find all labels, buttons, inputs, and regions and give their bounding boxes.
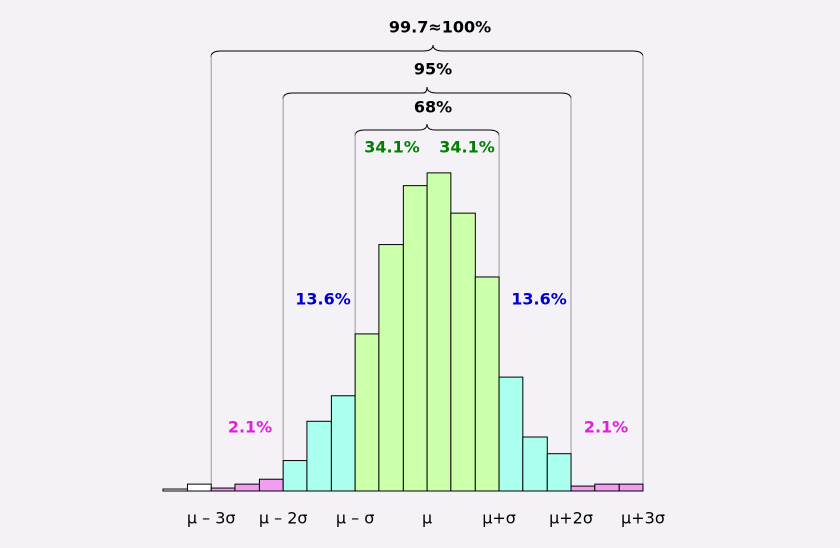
bar: [330, 395, 356, 492]
bar: [234, 483, 260, 492]
annotation: 2.1%: [228, 418, 272, 437]
x-tick-label: μ – σ: [336, 509, 375, 528]
bar: [522, 436, 548, 492]
bar: [402, 185, 428, 492]
bar: [378, 244, 404, 492]
bar: [282, 460, 308, 492]
x-tick-label: μ – 2σ: [259, 509, 308, 528]
annotation: 2.1%: [584, 418, 628, 437]
annotation: 34.1%: [439, 138, 495, 157]
bar: [546, 453, 572, 492]
annotation: 13.6%: [295, 290, 351, 309]
bar: [450, 212, 476, 492]
bar: [498, 376, 524, 492]
bar: [306, 420, 332, 492]
bar: [474, 276, 500, 492]
bar: [594, 483, 620, 492]
bar: [426, 172, 452, 492]
x-tick-label: μ+σ: [482, 509, 516, 528]
x-tick-label: μ+3σ: [621, 509, 665, 528]
bar: [162, 488, 188, 492]
x-tick-label: μ: [422, 509, 432, 528]
brace: [354, 123, 500, 137]
x-tick-label: μ – 3σ: [187, 509, 236, 528]
bar: [354, 333, 380, 492]
bar: [258, 478, 284, 492]
annotation: 13.6%: [511, 290, 567, 309]
annotation: 68%: [414, 98, 452, 117]
x-tick-label: μ+2σ: [549, 509, 593, 528]
annotation: 95%: [414, 60, 452, 79]
bar: [210, 487, 236, 492]
annotation: 99.7≈100%: [389, 18, 491, 37]
bar: [618, 483, 644, 492]
bar: [186, 483, 212, 492]
brace: [282, 86, 572, 100]
annotation: 34.1%: [364, 138, 420, 157]
bar: [570, 485, 596, 492]
brace: [210, 44, 644, 58]
